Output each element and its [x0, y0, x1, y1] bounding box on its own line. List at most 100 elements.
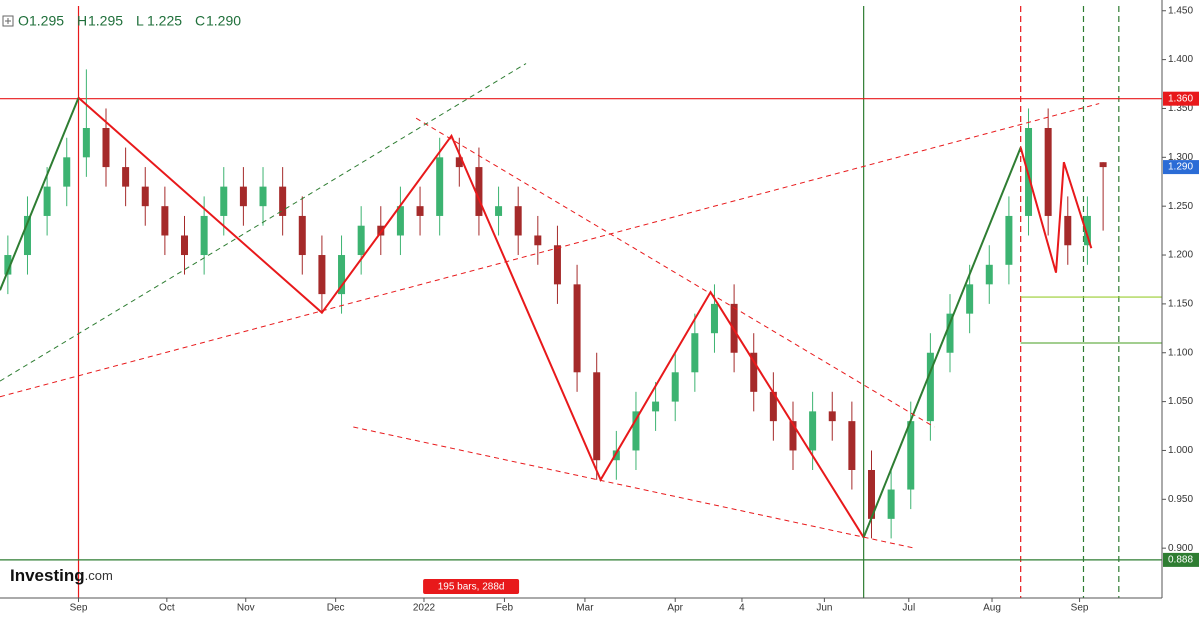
candle-body: [338, 255, 346, 295]
y-tick-label: 1.100: [1168, 347, 1193, 358]
trend-line: [77, 96, 865, 538]
candle-body: [239, 186, 247, 207]
annotation-box: [423, 579, 520, 594]
candle-body: [259, 186, 267, 207]
legend-key: L: [136, 13, 144, 29]
candle-body: [946, 313, 954, 353]
y-tick-label: 1.350: [1168, 103, 1193, 114]
candle-body: [82, 128, 90, 158]
y-tick-label: 1.050: [1168, 396, 1193, 407]
y-tick-label: 1.300: [1168, 152, 1193, 163]
candle-body: [1005, 215, 1013, 265]
candle-body: [4, 255, 12, 275]
candle-body: [789, 421, 797, 451]
candle-body: [141, 186, 149, 207]
price-tag-label: 1.290: [1168, 162, 1193, 173]
trend-line: [1019, 147, 1093, 273]
x-tick-label: Sep: [70, 603, 88, 614]
legend-value: 1.295: [88, 13, 123, 29]
candle-body: [612, 450, 620, 461]
candle-body: [985, 264, 993, 285]
trend-line: [353, 426, 915, 549]
candle-body: [534, 235, 542, 246]
y-tick-label: 1.150: [1168, 299, 1193, 310]
x-tick-label: Feb: [496, 603, 514, 614]
plot-area: [0, 6, 1162, 598]
candle-body: [632, 411, 640, 451]
trend-line: [0, 63, 527, 382]
candle-body: [475, 167, 483, 216]
candle-body: [671, 372, 679, 402]
price-tag: [1163, 91, 1199, 106]
y-tick-label: 1.200: [1168, 250, 1193, 261]
legend-key: H: [77, 13, 87, 29]
y-tick-label: 0.900: [1168, 543, 1193, 554]
candle-body: [181, 235, 189, 256]
candle-body: [593, 372, 601, 461]
candle-body: [298, 215, 306, 256]
candle-body: [495, 206, 503, 216]
candle-body: [455, 157, 463, 168]
candle-body: [122, 167, 130, 187]
x-tick-label: Jul: [902, 603, 915, 614]
candle-body: [887, 489, 895, 519]
candle-body: [357, 225, 365, 256]
price-tag-label: 0.888: [1168, 555, 1193, 566]
y-tick-label: 0.950: [1168, 494, 1193, 505]
y-tick-label: 1.000: [1168, 445, 1193, 456]
candle-body: [436, 157, 444, 216]
candle-body: [63, 157, 71, 187]
trend-line: [415, 117, 935, 428]
x-tick-label: Mar: [576, 603, 594, 614]
candle-body: [926, 352, 934, 422]
candle-body: [161, 206, 169, 236]
candle-body: [1044, 128, 1052, 216]
candle-body: [828, 411, 836, 422]
candle-body: [691, 333, 699, 373]
candle-body: [1083, 215, 1091, 246]
candle-body: [220, 186, 228, 216]
candle-body: [966, 284, 974, 314]
candle-body: [514, 206, 522, 236]
x-tick-label: Jun: [816, 603, 832, 614]
candle-body: [868, 469, 875, 519]
candle-body: [318, 255, 326, 295]
y-tick-label: 1.400: [1168, 54, 1193, 65]
candle-body: [23, 215, 31, 256]
candle-body: [43, 186, 51, 216]
price-tag-label: 1.360: [1168, 93, 1193, 104]
trend-line: [0, 103, 1100, 398]
candle-body: [102, 128, 110, 168]
legend-value: 1.225: [147, 13, 182, 29]
candle-body: [416, 206, 424, 216]
x-tick-label: Aug: [983, 603, 1001, 614]
x-tick-label: Oct: [159, 603, 175, 614]
legend-key: C: [195, 13, 205, 29]
candle-body: [907, 421, 915, 490]
trend-line: [0, 97, 80, 291]
brand-suffix: .com: [85, 568, 113, 583]
candle-body: [200, 215, 208, 256]
legend-value: 1.290: [206, 13, 241, 29]
x-tick-label: Sep: [1071, 603, 1089, 614]
candle-body: [809, 411, 817, 451]
candle-body: [553, 245, 561, 285]
candle-body: [652, 401, 660, 412]
x-tick-label: 4: [739, 603, 745, 614]
trend-line: [862, 147, 1022, 538]
candle-body: [396, 206, 404, 236]
candle-body: [710, 303, 718, 334]
x-tick-label: Apr: [667, 603, 683, 614]
brand-name: Investing.com: [10, 566, 113, 585]
expand-icon[interactable]: [2, 15, 14, 27]
x-tick-label: 2022: [413, 603, 436, 614]
candle-body: [750, 352, 758, 392]
annotation-text: 195 bars, 288d: [438, 582, 505, 593]
candle-body: [848, 421, 856, 470]
candle-body: [279, 186, 287, 216]
y-tick-label: 1.250: [1168, 201, 1193, 212]
candle-body: [1064, 215, 1072, 246]
legend-key: O: [18, 13, 29, 29]
